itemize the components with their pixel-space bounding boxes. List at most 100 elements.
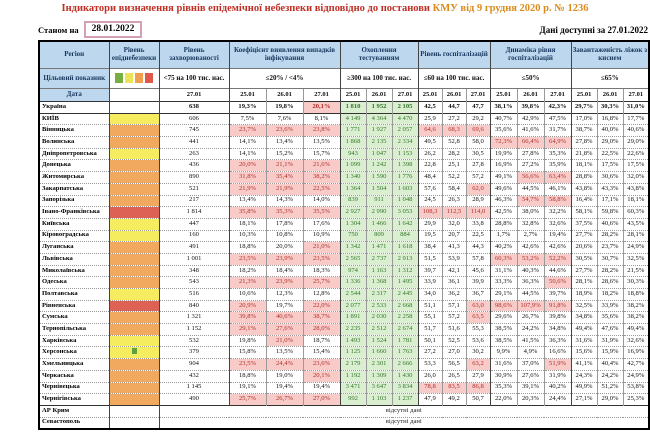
testing-value: 1 771 [339,124,367,137]
hosp-dynamics-value: 40,7% [489,113,518,125]
hospitalization-value: 83,5 [441,382,467,394]
incidence-value: 1 152 [158,323,229,336]
title-reference-text: КМУ від 9 грудня 2020 р. № 1236 [432,3,589,14]
testing-value: 2 235 [339,323,367,336]
detection-value: 19,4% [302,382,341,394]
col-header-hosp-dynamics: Динаміка рівня госпіталізацій [489,41,572,69]
testing-value: 2 135 [365,136,393,149]
table-row: Україна 638 19,3% 19,8% 20,1% 1 810 1 952 2 105… [39,101,650,114]
incidence-value: 217 [158,195,229,207]
hospitalization-value: 22,8 [417,159,443,172]
oxygen-beds-value: 18,1% [570,159,598,172]
testing-value: 2 057 [391,124,419,137]
incidence-value: 890 [158,171,229,184]
region-name: Миколаївська [42,266,85,274]
hospitalization-value: 26,0 [417,370,443,382]
legend-swatch [135,73,143,84]
detection-value: 10,9% [302,230,341,242]
incidence-value: 840 [158,300,229,312]
no-data-cell: відсутні дані [158,417,650,430]
oxygen-beds-value: 27,8% [570,136,598,149]
oxygen-beds-value: 58,1% [570,206,598,219]
incidence-value: 516 [158,288,229,301]
hospitalization-value: 49,5 [417,136,443,149]
hospitalization-value: 47,9 [417,393,443,406]
testing-value: 1 927 [365,124,393,137]
level-cell [108,335,159,347]
oxygen-beds-value: 30,3% [596,101,624,114]
incidence-value: 263 [158,148,229,160]
hospitalization-value: 38,4 [417,241,443,254]
oxygen-beds-value: 32,5% [570,300,598,312]
testing-value: 2 913 [391,253,419,266]
incidence-value: 638 [158,101,229,114]
target-hospitalization: ≤60 на 100 тис. нас. [417,68,491,89]
oxygen-beds-value: 29,0% [596,136,624,149]
oxygen-beds-value: 18,9% [570,288,598,301]
detection-value: 18,4% [265,265,303,277]
testing-value: 1 336 [339,276,367,289]
testing-value: 3 053 [391,206,419,219]
testing-value: 1 810 [339,101,367,114]
testing-value: 2 317 [365,288,393,301]
oxygen-beds-value: 30,3% [622,276,650,289]
testing-value: 884 [391,230,419,242]
region-name: Кіровоградська [42,231,89,239]
oxygen-beds-value: 20,6% [570,241,598,254]
level-cell [108,195,159,207]
incidence-value: 543 [158,276,229,289]
testing-value: 1 163 [365,265,393,277]
detection-value: 10,6% [228,288,266,301]
region-name: Донецька [42,161,71,169]
hosp-dynamics-value: 34,8% [543,323,572,336]
hosp-dynamics-value: 60,3% [489,253,518,266]
hosp-dynamics-value: 40,3% [516,265,545,277]
region-name: Закарпатська [42,184,84,192]
hosp-dynamics-value: 32,2% [543,206,572,219]
oxygen-beds-value: 38,2% [622,300,650,312]
level-cell [108,253,159,266]
testing-value: 911 [365,195,393,207]
region-name: Київська [42,219,70,227]
incidence-value: 1 321 [158,311,229,324]
oxygen-beds-value: 16,9% [622,346,650,359]
incidence-value: 432 [158,370,229,382]
detection-value: 38,7% [302,311,341,324]
oxygen-beds-value: 30,7% [596,253,624,266]
oxygen-beds-value: 28,2% [596,230,624,242]
hospitalization-value: 48,4 [417,171,443,184]
date-cell: 26.01 [441,88,467,102]
detection-value: 15,4% [302,346,341,359]
testing-value: 1 504 [365,183,393,195]
region-name: Сумська [42,313,68,321]
oxygen-beds-value: 17,1% [596,195,624,207]
testing-value: 1 618 [391,241,419,254]
date-cell: 27.01 [543,88,572,102]
hospitalization-value: 47,7 [465,101,491,114]
oxygen-beds-value: 43,3% [596,183,624,195]
hospitalization-value: 29,2 [465,113,491,125]
level-cell [108,183,159,195]
hospitalization-value: 30,5 [465,148,491,160]
detection-value: 23,8% [302,124,341,137]
legend-swatch [125,73,133,84]
hosp-dynamics-value: 58,8% [543,195,572,207]
detection-value: 35,8% [228,206,266,219]
detection-value: 18,1% [228,218,266,231]
hospitalization-value: 29,9 [417,218,443,231]
testing-value: 4 149 [339,113,367,125]
as-of-date: 28.01.2022 [83,21,143,38]
subheader: Станом на 28.01.2022 Дані доступні за 27… [38,21,648,38]
hosp-dynamics-value: 37,0% [516,358,545,371]
region-name: Рівненська [42,301,76,309]
oxygen-beds-value: 28,1% [622,230,650,242]
table-row: Житомирська 890 31,8% 35,4% 38,2% 1 340 1 590 1… [39,171,650,184]
detection-value: 18,2% [228,265,266,277]
region-name: Луганська [42,243,74,251]
table-row: Луганська 491 18,8% 20,0% 21,0% 1 342 1 471 1 6… [39,241,650,254]
date-cell: 27.01 [391,88,419,102]
hosp-dynamics-value: 29,6% [489,311,518,324]
oxygen-beds-value: 49,4% [622,323,650,336]
level-cell [108,101,159,114]
hospitalization-value: 44,7 [441,101,467,114]
